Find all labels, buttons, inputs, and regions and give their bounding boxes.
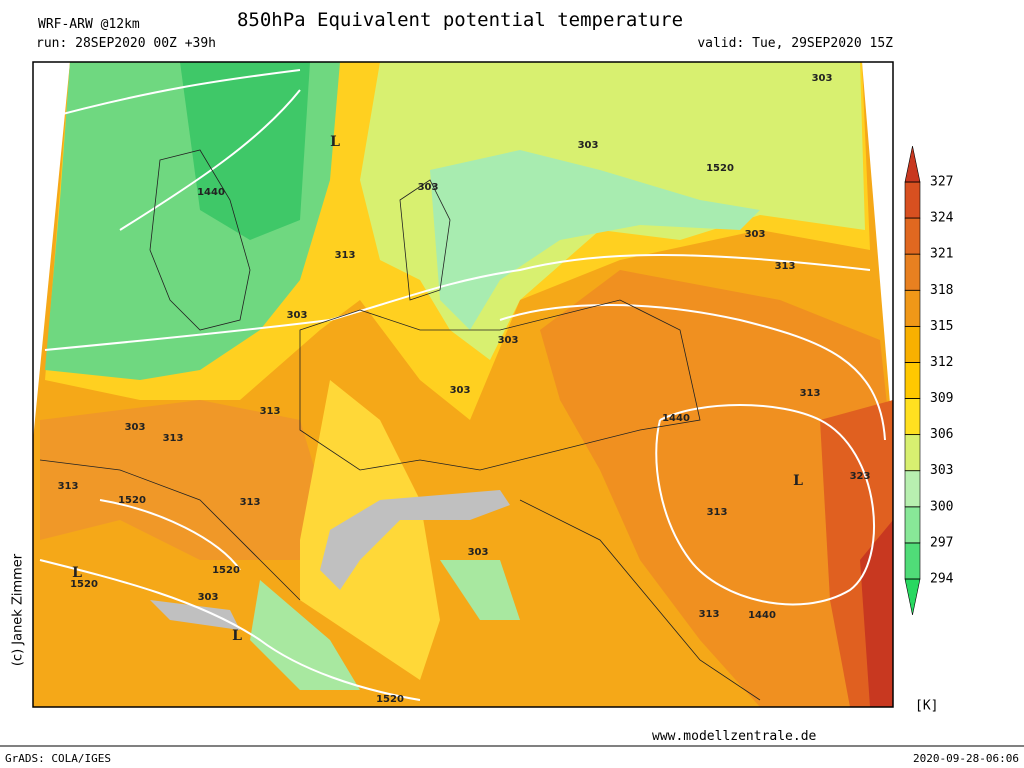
contour-label: 313 xyxy=(335,250,356,261)
colorbar-segment xyxy=(904,181,921,219)
contour-label: L xyxy=(232,628,242,644)
colorbar-tick-label: 294 xyxy=(930,572,954,587)
colorbar-tick-label: 306 xyxy=(930,427,953,442)
contour-label: 313 xyxy=(58,481,79,492)
contour-label: 1520 xyxy=(70,579,98,590)
contour-label: 313 xyxy=(163,433,184,444)
map: L 1440 1520 303 303 303 303 313 313 303 303 303 313 1… xyxy=(32,61,894,708)
contour-label: 1520 xyxy=(376,694,404,705)
model: WRF-ARW @12km xyxy=(38,17,140,32)
colorbar-tick-label: 327 xyxy=(930,175,953,190)
contour-label: 1520 xyxy=(118,495,146,506)
colorbar-segment xyxy=(904,542,921,580)
colorbar-segment xyxy=(904,289,921,327)
website: www.modellzentrale.de xyxy=(652,729,817,744)
run: run: 28SEP2020 00Z +39h xyxy=(36,36,216,51)
software: GrADS: COLA/IGES xyxy=(5,752,111,765)
contour-label: 1440 xyxy=(197,187,225,198)
contour-label: L xyxy=(330,134,340,150)
contour-label: L xyxy=(793,473,803,489)
contour-label: L xyxy=(72,565,82,581)
colorbar-segment xyxy=(904,398,921,435)
contour-label: 303 xyxy=(498,335,519,346)
colorbar-tick-label: 303 xyxy=(930,463,953,478)
colorbar: 294 297 300 303 306 309 312 315 318 321 324 327 xyxy=(904,145,954,616)
colorbar-segment xyxy=(904,326,921,363)
contour-label: 303 xyxy=(745,229,766,240)
colorbar-segment xyxy=(904,253,921,291)
contour-label: 1440 xyxy=(662,413,690,424)
contour-label: 1520 xyxy=(706,163,734,174)
contour-label: 303 xyxy=(468,547,489,558)
colorbar-tick-label: 300 xyxy=(930,499,953,514)
colorbar-tick-label: 318 xyxy=(930,283,953,298)
contour-label: 313 xyxy=(707,507,728,518)
timestamp: 2020-09-28-06:06 xyxy=(913,752,1019,765)
contour-label: 303 xyxy=(578,140,599,151)
colorbar-segment xyxy=(904,506,921,544)
contour-label: 313 xyxy=(699,609,720,620)
colorbar-tick-label: 309 xyxy=(930,391,953,406)
contour-label: 313 xyxy=(260,406,281,417)
colorbar-tick-label: 321 xyxy=(930,247,953,262)
contour-label: 303 xyxy=(812,73,833,84)
colorbar-unit: [K] xyxy=(915,699,938,714)
contour-label: 313 xyxy=(240,497,261,508)
contour-label: 303 xyxy=(450,385,471,396)
contour-label: 313 xyxy=(800,388,821,399)
valid: valid: Tue, 29SEP2020 15Z xyxy=(697,36,893,51)
contour-label: 303 xyxy=(287,310,308,321)
colorbar-tick-label: 324 xyxy=(930,211,954,226)
credit: (c) Janek Zimmer xyxy=(11,553,26,666)
title: 850hPa Equivalent potential temperature xyxy=(237,9,683,31)
contour-label: 323 xyxy=(850,471,871,482)
colorbar-segment xyxy=(904,434,921,472)
contour-label: 1440 xyxy=(748,610,776,621)
colorbar-tick-label: 297 xyxy=(930,535,953,550)
colorbar-segment xyxy=(904,217,921,255)
colorbar-tick-label: 315 xyxy=(930,319,953,334)
contour-label: 303 xyxy=(418,182,439,193)
colorbar-tick-label: 312 xyxy=(930,355,953,370)
contour-label: 303 xyxy=(198,592,219,603)
contour-label: 303 xyxy=(125,422,146,433)
contour-label: 1520 xyxy=(212,565,240,576)
colorbar-segment xyxy=(904,362,921,399)
contour-label: 313 xyxy=(775,261,796,272)
colorbar-segment xyxy=(904,470,921,508)
